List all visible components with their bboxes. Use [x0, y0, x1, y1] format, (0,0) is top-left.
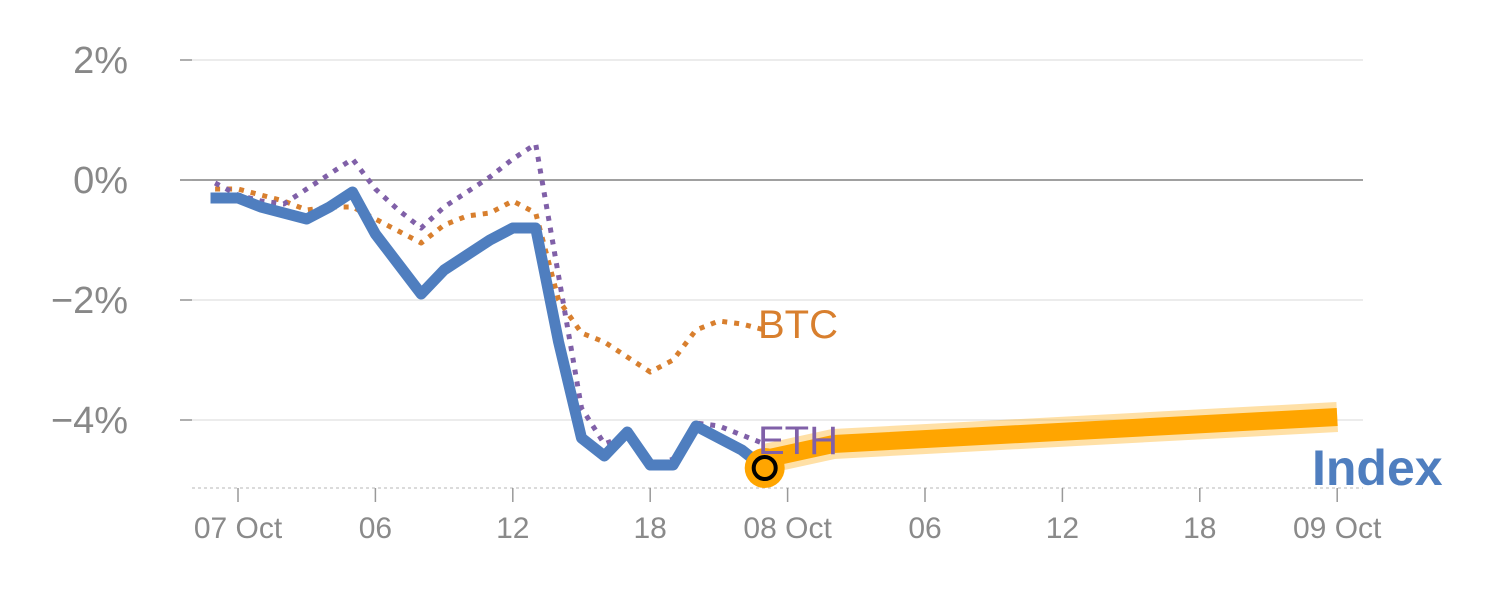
- eth-label: ETH: [758, 419, 838, 463]
- x-tick-label: 09 Oct: [1293, 512, 1382, 545]
- btc-label: BTC: [758, 303, 838, 347]
- x-tick-label: 18: [634, 512, 667, 545]
- x-tick-label: 07 Oct: [194, 512, 283, 545]
- y-tick-label: 0%: [73, 160, 128, 202]
- projection-line: [762, 408, 1338, 468]
- x-tick-label: 06: [359, 512, 392, 545]
- x-tick-label: 06: [908, 512, 941, 545]
- y-grid: [180, 59, 1363, 421]
- current-marker: [744, 448, 785, 488]
- y-tick-label: −4%: [51, 400, 128, 442]
- y-tick-label: −2%: [51, 280, 128, 322]
- x-tick-label: 08 Oct: [743, 512, 832, 545]
- y-ticks: 2% 0% −2% −4%: [51, 40, 192, 442]
- series-index-line: [210, 186, 769, 473]
- x-tick-label: 18: [1183, 512, 1216, 545]
- y-tick-label: 2%: [73, 40, 128, 82]
- index-label: Index: [1312, 440, 1443, 496]
- series-lines: [210, 141, 769, 473]
- x-tick-label: 12: [496, 512, 529, 545]
- projection: [761, 402, 1339, 474]
- x-tick-label: 12: [1046, 512, 1079, 545]
- marker-dot: [751, 455, 778, 481]
- x-ticks: 07 Oct 06 12 18 08 Oct 06 12 18 09 Oct: [194, 488, 1382, 545]
